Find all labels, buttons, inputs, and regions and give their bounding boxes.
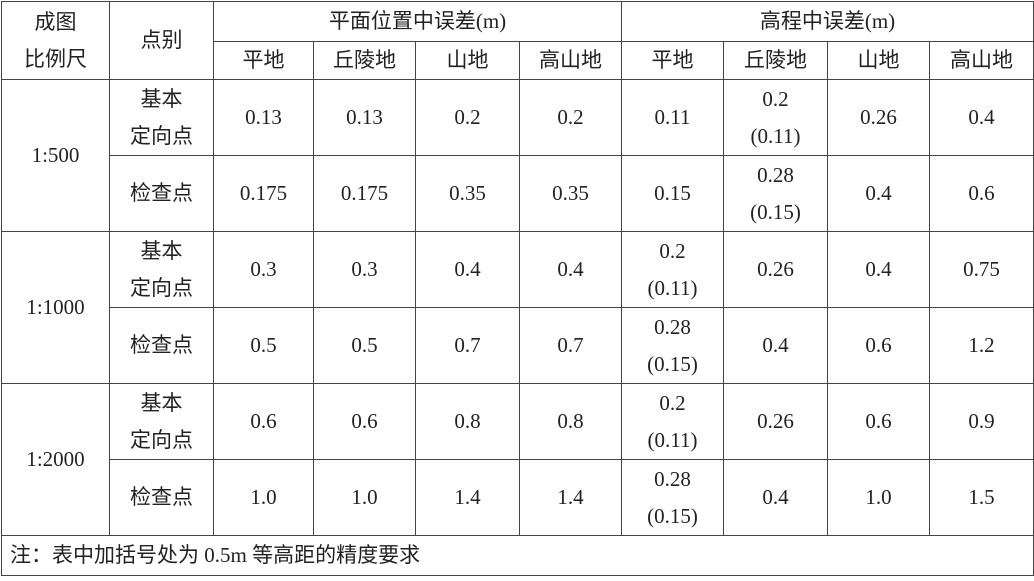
point-type-cell: 检查点 xyxy=(109,155,214,232)
table-row: 注：表中加括号处为 0.5m 等高距的精度要求 xyxy=(0,535,1034,576)
value-cell: 0.6 xyxy=(827,383,931,460)
value-cell: 0.8 xyxy=(415,383,520,460)
value-cell: 0.4 xyxy=(723,307,829,384)
terrain-header: 丘陵地 xyxy=(313,41,416,80)
point-type-header: 点别 xyxy=(109,1,214,80)
value-cell: 0.6 xyxy=(929,155,1034,232)
table-row: 检查点 0.5 0.5 0.7 0.7 0.28 (0.15) 0.4 0.6 1.2 xyxy=(2,307,1034,384)
value-cell: 0.13 xyxy=(213,79,314,156)
table-row: 检查点 0.175 0.175 0.35 0.35 0.15 0.28 (0.15) 0.4 0… xyxy=(2,155,1034,232)
point-type-cell: 基本 定向点 xyxy=(109,231,214,308)
value-cell: 0.26 xyxy=(827,79,931,156)
table-row: 成图 比例尺 点别 平面位置中误差(m) 高程中误差(m) xyxy=(1,1,1034,80)
value-cell: 0.4 xyxy=(723,459,829,536)
value-cell: 0.175 xyxy=(313,155,416,232)
value-cell: 0.2 (0.11) xyxy=(621,383,725,460)
value-cell: 0.9 xyxy=(929,383,1034,460)
value-cell: 0.7 xyxy=(415,307,520,384)
value-cell: 1.4 xyxy=(518,459,623,536)
terrain-header: 山地 xyxy=(827,41,931,80)
point-type-cell: 基本 定向点 xyxy=(109,383,214,460)
value-cell: 0.26 xyxy=(723,383,829,460)
table-note: 注：表中加括号处为 0.5m 等高距的精度要求 xyxy=(0,535,1034,576)
table-row: 1:500 基本 定向点 0.13 0.13 0.2 0.2 0.11 0.2 (0.11) 0… xyxy=(1,79,1034,232)
point-type-cell: 检查点 xyxy=(109,459,214,536)
value-cell: 0.28 (0.15) xyxy=(621,459,725,536)
value-cell: 0.28 (0.15) xyxy=(723,155,829,232)
table-row: 检查点 1.0 1.0 1.4 1.4 0.28 (0.15) 0.4 1.0 1.5 xyxy=(2,459,1034,536)
value-cell: 0.175 xyxy=(213,155,314,232)
value-cell: 0.13 xyxy=(313,79,416,156)
scale-cell: 1:500 xyxy=(1,79,110,232)
value-cell: 0.7 xyxy=(518,307,623,384)
value-cell: 0.35 xyxy=(415,155,520,232)
value-cell: 1.2 xyxy=(929,307,1034,384)
terrain-header: 平地 xyxy=(621,41,725,80)
value-cell: 0.4 xyxy=(827,231,931,308)
corner-header: 成图 比例尺 xyxy=(1,1,110,80)
value-cell: 1.0 xyxy=(827,459,931,536)
value-cell: 0.2 (0.11) xyxy=(723,79,829,156)
point-type-cell: 检查点 xyxy=(109,307,214,384)
scale-cell: 1:1000 xyxy=(1,231,110,384)
value-cell: 0.4 xyxy=(929,79,1034,156)
value-cell: 0.3 xyxy=(313,231,416,308)
value-cell: 0.6 xyxy=(313,383,416,460)
value-cell: 0.6 xyxy=(827,307,931,384)
group-header: 平面位置中误差(m) xyxy=(212,1,623,42)
value-cell: 1.5 xyxy=(929,459,1034,536)
value-cell: 0.4 xyxy=(415,231,520,308)
point-type-cell: 基本 定向点 xyxy=(109,79,214,156)
value-cell: 0.26 xyxy=(723,231,829,308)
value-cell: 1.0 xyxy=(313,459,416,536)
value-cell: 0.8 xyxy=(518,383,623,460)
scale-cell: 1:2000 xyxy=(1,383,110,536)
value-cell: 1.4 xyxy=(415,459,520,536)
value-cell: 0.2 (0.11) xyxy=(621,231,725,308)
value-cell: 0.5 xyxy=(313,307,416,384)
terrain-header: 高山地 xyxy=(518,41,623,80)
terrain-header: 山地 xyxy=(415,41,520,80)
terrain-header: 丘陵地 xyxy=(723,41,829,80)
group-header: 高程中误差(m) xyxy=(621,1,1034,42)
value-cell: 0.4 xyxy=(518,231,623,308)
value-cell: 0.4 xyxy=(827,155,931,232)
value-cell: 0.28 (0.15) xyxy=(621,307,725,384)
table-row: 1:1000 基本 定向点 0.3 0.3 0.4 0.4 0.2 (0.11) 0.26 0.… xyxy=(1,231,1034,384)
value-cell: 0.75 xyxy=(929,231,1034,308)
terrain-header: 高山地 xyxy=(929,41,1034,80)
value-cell: 1.0 xyxy=(213,459,314,536)
value-cell: 0.6 xyxy=(213,383,314,460)
value-cell: 0.3 xyxy=(213,231,314,308)
value-cell: 0.15 xyxy=(621,155,725,232)
table-row: 1:2000 基本 定向点 0.6 0.6 0.8 0.8 0.2 (0.11) 0.26 0.… xyxy=(1,383,1034,536)
value-cell: 0.5 xyxy=(213,307,314,384)
value-cell: 0.11 xyxy=(621,79,725,156)
value-cell: 0.2 xyxy=(518,79,623,156)
value-cell: 0.35 xyxy=(518,155,623,232)
value-cell: 0.2 xyxy=(415,79,520,156)
terrain-header: 平地 xyxy=(213,41,314,80)
